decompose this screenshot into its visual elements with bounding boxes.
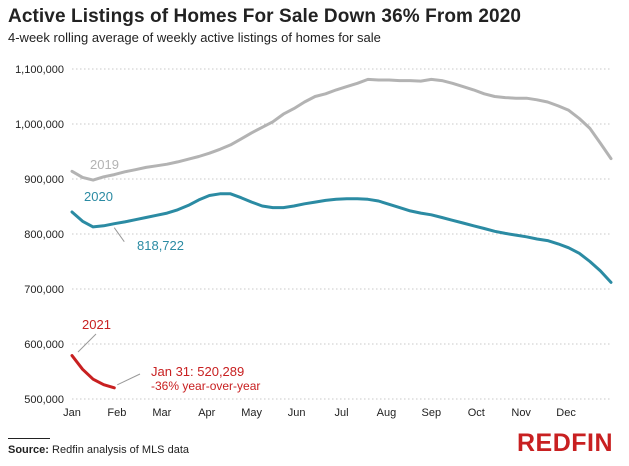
source-note: Source: Redfin analysis of MLS data <box>8 444 189 456</box>
y-tick-label: 700,000 <box>24 284 64 296</box>
series-label-2020: 2020 <box>84 189 113 204</box>
x-tick-label: Nov <box>511 407 531 419</box>
redfin-logo: REDFIN <box>517 429 614 457</box>
y-axis-tick-labels: 500,000 600,000 700,000 800,000 900,000 1,000… <box>15 64 64 406</box>
series-lines <box>70 77 613 390</box>
footer-divider <box>8 438 50 439</box>
x-axis-tick-labels: Jan Feb Mar Apr May Jun Jul Aug Sep Oct Nov Dec <box>63 407 576 419</box>
callout-2021-value: Jan 31: 520,289 <box>151 364 244 379</box>
callout-2020-value: 818,722 <box>137 238 184 253</box>
x-tick-label: Jun <box>288 407 306 419</box>
series-label-2021: 2021 <box>82 317 111 332</box>
x-tick-label: Jul <box>334 407 348 419</box>
x-tick-label: Mar <box>152 407 171 419</box>
series-line-2021 <box>70 354 116 390</box>
leader-line-2021 <box>77 333 97 353</box>
y-tick-label: 1,100,000 <box>15 64 64 76</box>
y-tick-label: 1,000,000 <box>15 119 64 131</box>
leader-line-2020 <box>113 227 125 242</box>
x-tick-label: Feb <box>107 407 126 419</box>
series-line-2020 <box>70 192 613 284</box>
x-tick-label: Sep <box>422 407 442 419</box>
y-tick-label: 900,000 <box>24 174 64 186</box>
x-tick-label: Jan <box>63 407 81 419</box>
series-label-2019: 2019 <box>90 157 119 172</box>
x-tick-label: May <box>241 407 262 419</box>
callout-2021-yoy: -36% year-over-year <box>151 379 260 393</box>
chart-title: Active Listings of Homes For Sale Down 3… <box>8 6 522 27</box>
y-tick-label: 500,000 <box>24 394 64 406</box>
x-tick-label: Apr <box>198 407 215 419</box>
y-tick-label: 800,000 <box>24 229 64 241</box>
annotations: 2019 2020 2021 818,722 Jan 31: 520,289-36% y… <box>77 157 260 393</box>
series-line-2019 <box>70 77 613 182</box>
x-tick-label: Oct <box>468 407 485 419</box>
chart-subtitle: 4-week rolling average of weekly active … <box>8 30 381 45</box>
source-label: Source: <box>8 444 49 456</box>
x-tick-label: Dec <box>556 407 576 419</box>
source-text: Redfin analysis of MLS data <box>48 444 189 456</box>
x-tick-label: Aug <box>377 407 397 419</box>
leader-line-2021-end <box>117 373 141 386</box>
gridlines <box>72 68 611 400</box>
y-tick-label: 600,000 <box>24 339 64 351</box>
